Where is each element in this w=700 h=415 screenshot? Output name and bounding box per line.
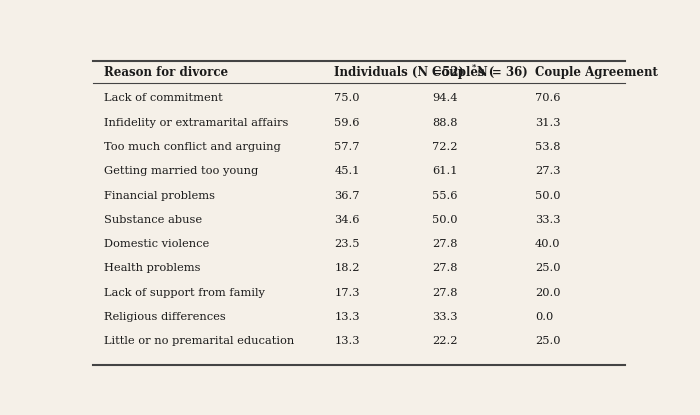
Text: 53.8: 53.8 <box>535 142 561 152</box>
Text: Lack of support from family: Lack of support from family <box>104 288 265 298</box>
Text: Lack of commitment: Lack of commitment <box>104 93 223 103</box>
Text: 34.6: 34.6 <box>335 215 360 225</box>
Text: 27.8: 27.8 <box>432 239 458 249</box>
Text: 88.8: 88.8 <box>432 118 458 128</box>
Text: Substance abuse: Substance abuse <box>104 215 202 225</box>
Text: 72.2: 72.2 <box>432 142 458 152</box>
Text: 61.1: 61.1 <box>432 166 458 176</box>
Text: 45.1: 45.1 <box>335 166 360 176</box>
Text: 23.5: 23.5 <box>335 239 360 249</box>
Text: 20.0: 20.0 <box>535 288 561 298</box>
Text: 50.0: 50.0 <box>535 190 561 200</box>
Text: 36.7: 36.7 <box>335 190 360 200</box>
Text: *: * <box>472 62 476 71</box>
Text: Financial problems: Financial problems <box>104 190 215 200</box>
Text: 0.0: 0.0 <box>535 312 553 322</box>
Text: 27.8: 27.8 <box>432 288 458 298</box>
Text: 40.0: 40.0 <box>535 239 561 249</box>
Text: 55.6: 55.6 <box>432 190 458 200</box>
Text: N = 36): N = 36) <box>477 66 528 79</box>
Text: 33.3: 33.3 <box>432 312 458 322</box>
Text: Too much conflict and arguing: Too much conflict and arguing <box>104 142 281 152</box>
Text: Individuals (N =52): Individuals (N =52) <box>335 66 464 79</box>
Text: 94.4: 94.4 <box>432 93 458 103</box>
Text: 25.0: 25.0 <box>535 264 561 273</box>
Text: Domestic violence: Domestic violence <box>104 239 209 249</box>
Text: 31.3: 31.3 <box>535 118 561 128</box>
Text: Health problems: Health problems <box>104 264 200 273</box>
Text: 25.0: 25.0 <box>535 336 561 346</box>
Text: Couple Agreement: Couple Agreement <box>535 66 658 79</box>
Text: 59.6: 59.6 <box>335 118 360 128</box>
Text: 27.3: 27.3 <box>535 166 561 176</box>
Text: 13.3: 13.3 <box>335 312 360 322</box>
Text: Little or no premarital education: Little or no premarital education <box>104 336 294 346</box>
Text: 57.7: 57.7 <box>335 142 360 152</box>
Text: 27.8: 27.8 <box>432 264 458 273</box>
Text: 75.0: 75.0 <box>335 93 360 103</box>
Text: Infidelity or extramarital affairs: Infidelity or extramarital affairs <box>104 118 288 128</box>
Text: Getting married too young: Getting married too young <box>104 166 258 176</box>
Text: 22.2: 22.2 <box>432 336 458 346</box>
Text: Couples (: Couples ( <box>432 66 494 79</box>
Text: 18.2: 18.2 <box>335 264 360 273</box>
Text: 17.3: 17.3 <box>335 288 360 298</box>
Text: Religious differences: Religious differences <box>104 312 225 322</box>
Text: 13.3: 13.3 <box>335 336 360 346</box>
Text: 50.0: 50.0 <box>432 215 458 225</box>
Text: 70.6: 70.6 <box>535 93 561 103</box>
Text: Reason for divorce: Reason for divorce <box>104 66 228 79</box>
Text: 33.3: 33.3 <box>535 215 561 225</box>
